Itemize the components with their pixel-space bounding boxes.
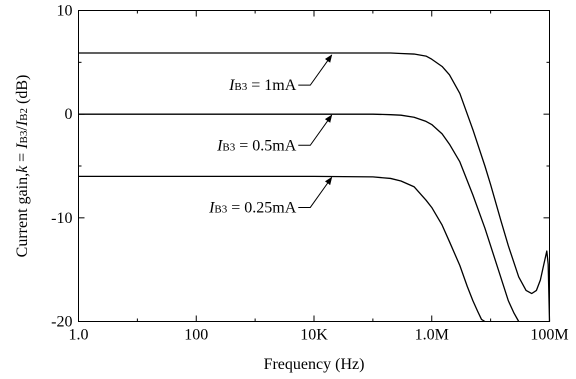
series-label-1: IB3 = 1mA (228, 77, 297, 94)
y-axis-label-unit: (dB) (14, 75, 31, 108)
series-label-rest: = 0.25mA (227, 199, 296, 216)
y-axis-label-k: k (14, 165, 31, 173)
plot-frame (78, 10, 550, 322)
y-axis-label-den: I (14, 120, 31, 127)
x-tick-label: 1.0 (69, 327, 89, 344)
series-label-main: I (216, 137, 223, 154)
y-axis-label-num-sub: B3 (18, 130, 30, 143)
y-axis-label-eq: = (14, 149, 31, 166)
y-tick-label: 10 (57, 3, 73, 20)
series-lines (78, 52, 551, 323)
series-line-3 (78, 175, 486, 323)
series-label-rest: = 0.5mA (235, 137, 296, 154)
y-axis-label: Current gain,k = IB3/IB2 (dB) (14, 75, 31, 258)
series-label-2: IB3 = 0.5mA (216, 137, 297, 154)
x-tick-label: 10K (300, 327, 328, 344)
x-axis-ticks: 1.0 100 10K 1.0M 100M (69, 10, 569, 344)
series-label-3: IB3 = 0.25mA (208, 199, 297, 216)
series-line-2 (78, 113, 520, 322)
y-axis-ticks: 10 0 -10 -20 (51, 3, 550, 331)
y-tick-label: -20 (51, 314, 72, 331)
series-label-main: I (208, 199, 215, 216)
y-axis-label-slash: / (14, 126, 31, 131)
x-tick-label: 100M (530, 327, 568, 344)
x-tick-label: 100 (184, 327, 208, 344)
series-label-sub: B3 (214, 203, 227, 215)
x-axis-label: Frequency (Hz) (264, 356, 365, 373)
series-label-sub: B3 (234, 81, 247, 93)
x-tick-label: 1.0M (415, 327, 449, 344)
series-leader-arrow-2 (298, 114, 333, 146)
series-leader-arrow-1 (298, 54, 333, 86)
series-label-sub: B3 (222, 141, 235, 153)
y-tick-label: 0 (65, 106, 73, 123)
y-axis-label-den-sub: B2 (18, 108, 30, 121)
series-label-main: I (228, 77, 235, 94)
series-line-1 (78, 52, 551, 322)
series-leader-arrow-3 (298, 176, 333, 208)
y-axis-label-num: I (14, 143, 31, 150)
y-axis-label-prefix: Current gain, (14, 173, 31, 257)
series-label-rest: = 1mA (247, 77, 296, 94)
y-tick-label: -10 (51, 210, 72, 227)
